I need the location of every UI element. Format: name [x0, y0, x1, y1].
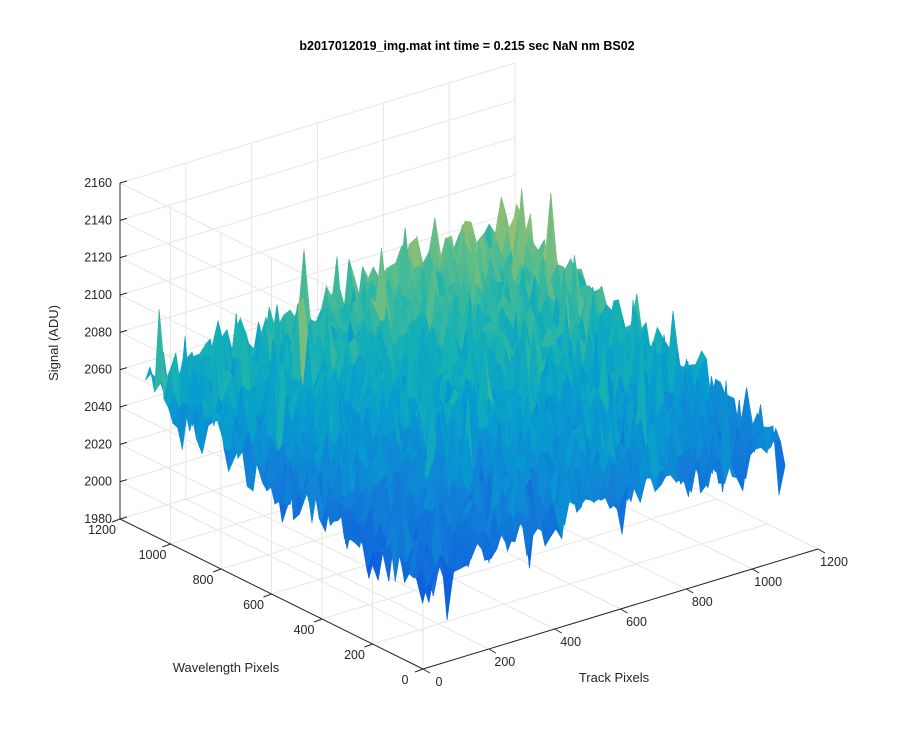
- z-tick-mark: [119, 255, 128, 259]
- y-tick-label: 800: [193, 573, 214, 587]
- x-tick-label: 1000: [754, 575, 782, 589]
- grid-line: [119, 481, 424, 633]
- x-tick-mark: [620, 608, 628, 614]
- grid-line: [321, 498, 718, 620]
- y-tick-mark: [111, 518, 121, 523]
- chart-title: b2017012019_img.mat int time = 0.215 sec…: [299, 39, 634, 53]
- x-tick-label: 400: [560, 635, 581, 649]
- z-tick-label: 1980: [84, 512, 112, 526]
- y-tick-label: 1000: [139, 548, 167, 562]
- x-tick-label: 1200: [820, 555, 848, 569]
- x-tick-mark: [751, 568, 760, 574]
- y-tick-label: 400: [294, 623, 315, 637]
- z-tick-mark: [119, 180, 128, 184]
- y-tick-mark: [414, 668, 424, 673]
- z-tick-mark: [119, 441, 128, 445]
- grid-line: [119, 443, 424, 595]
- grid-line: [372, 523, 768, 645]
- y-tick-mark: [313, 618, 323, 623]
- x-axis-label: Track Pixels: [579, 670, 650, 685]
- y-tick-mark: [162, 543, 171, 548]
- y-tick-label: 600: [243, 598, 264, 612]
- z-tick-label: 2080: [84, 325, 112, 339]
- x-tick-label: 0: [436, 675, 443, 689]
- x-tick-label: 800: [692, 595, 713, 609]
- z-tick-label: 2120: [84, 251, 112, 265]
- z-tick-mark: [119, 404, 128, 408]
- z-tick-mark: [119, 329, 128, 333]
- x-tick-mark: [817, 548, 826, 554]
- z-tick-mark: [119, 516, 128, 520]
- grid-line: [119, 62, 516, 184]
- z-tick-mark: [119, 367, 128, 371]
- x-tick-mark: [422, 668, 431, 674]
- y-axis-label: Wavelength Pixels: [173, 660, 280, 675]
- grid-line: [119, 99, 516, 221]
- y-tick-label: 0: [402, 673, 409, 687]
- z-tick-mark: [119, 217, 128, 221]
- z-tick-label: 2100: [84, 288, 112, 302]
- surface-cell: [774, 439, 786, 496]
- z-tick-mark: [119, 479, 128, 483]
- grid-line: [119, 211, 516, 333]
- y-tick-mark: [212, 568, 222, 573]
- x-tick-label: 600: [626, 615, 647, 629]
- y-tick-mark: [364, 643, 373, 648]
- surface-cell: [418, 569, 430, 603]
- x-tick-mark: [488, 648, 497, 654]
- z-tick-label: 2040: [84, 400, 112, 414]
- y-tick-label: 1200: [88, 523, 116, 537]
- y-tick-label: 200: [344, 648, 365, 662]
- z-tick-label: 2060: [84, 363, 112, 377]
- z-tick-label: 2020: [84, 437, 112, 451]
- z-axis-label: Signal (ADU): [46, 305, 61, 381]
- grid-line: [119, 137, 516, 259]
- x-tick-label: 200: [494, 655, 515, 669]
- x-tick-mark: [686, 588, 694, 594]
- grid-line: [119, 174, 516, 296]
- tick-labels: 0 200 400 600 800 1000 1200 0 200 400 600 800 1000 12…: [84, 176, 848, 689]
- z-tick-label: 2000: [84, 475, 112, 489]
- y-tick-mark: [263, 593, 272, 598]
- z-tick-label: 2160: [84, 176, 112, 190]
- z-tick-label: 2140: [84, 213, 112, 227]
- z-tick-mark: [119, 292, 128, 296]
- x-tick-mark: [554, 628, 562, 634]
- surface-plot: [145, 188, 786, 620]
